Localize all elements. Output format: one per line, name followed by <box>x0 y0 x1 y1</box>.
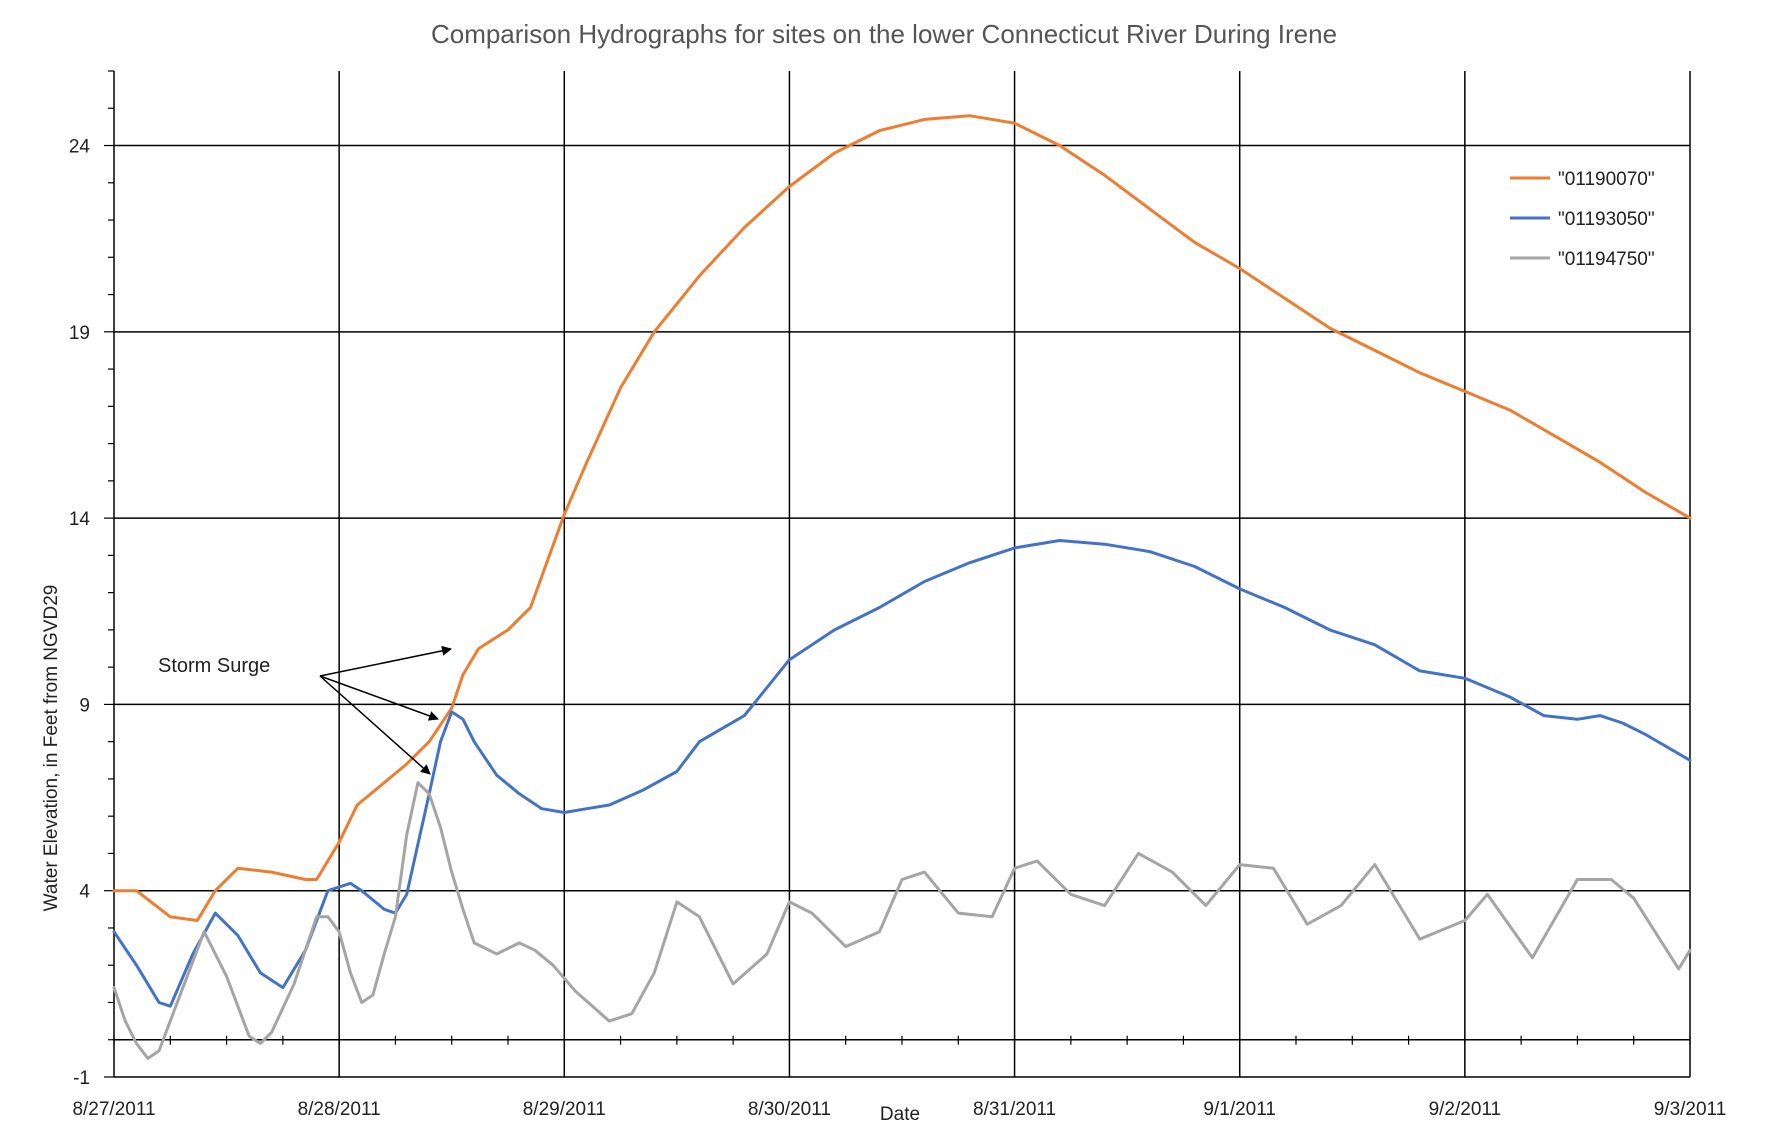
legend-label-2: "01194750" <box>1558 249 1655 270</box>
storm-surge-annotation: Storm Surge <box>158 645 452 775</box>
x-tick-label-3: 8/30/2011 <box>748 1099 831 1120</box>
y-axis-label: Water Elevation, in Feet from NGVD29 <box>41 585 62 912</box>
x-axis-label: Date <box>880 1104 920 1124</box>
x-tick-label-5: 9/1/2011 <box>1203 1099 1276 1120</box>
legend: "01190070" "01193050" "01194750" <box>1510 169 1655 270</box>
series-line-2 <box>112 781 1692 1060</box>
x-tick-label-6: 9/2/2011 <box>1429 1099 1502 1120</box>
y-tick-label-3: 14 <box>69 509 91 530</box>
axes: -1 4 9 14 19 24 8/27/2011 8/28/2011 8/29/2011 8/3… <box>69 70 1727 1120</box>
annotation-arrow-2 <box>319 675 431 775</box>
x-tick-label-0: 8/27/2011 <box>72 1099 155 1120</box>
x-tick-label-7: 9/3/2011 <box>1654 1099 1727 1120</box>
series-lines <box>112 114 1692 1060</box>
x-tick-label-4: 8/31/2011 <box>973 1099 1056 1120</box>
x-tick-label-1: 8/28/2011 <box>298 1099 381 1120</box>
chart-title: Comparison Hydrographs for sites on the … <box>431 19 1337 49</box>
y-tick-label-4: 19 <box>69 323 90 344</box>
annotation-storm-surge: Storm Surge <box>158 655 270 677</box>
series-line-1 <box>112 539 1692 1008</box>
legend-label-0: "01190070" <box>1558 169 1655 190</box>
y-tick-label-2: 9 <box>79 695 90 716</box>
annotation-arrow-1 <box>319 675 439 721</box>
x-tick-label-2: 8/29/2011 <box>523 1099 606 1120</box>
y-tick-label-0: -1 <box>73 1068 90 1089</box>
y-tick-label-5: 24 <box>69 137 91 158</box>
legend-label-1: "01193050" <box>1558 209 1655 230</box>
series-line-0 <box>112 114 1692 922</box>
annotation-arrow-0 <box>319 645 452 677</box>
y-tick-label-1: 4 <box>79 882 90 903</box>
